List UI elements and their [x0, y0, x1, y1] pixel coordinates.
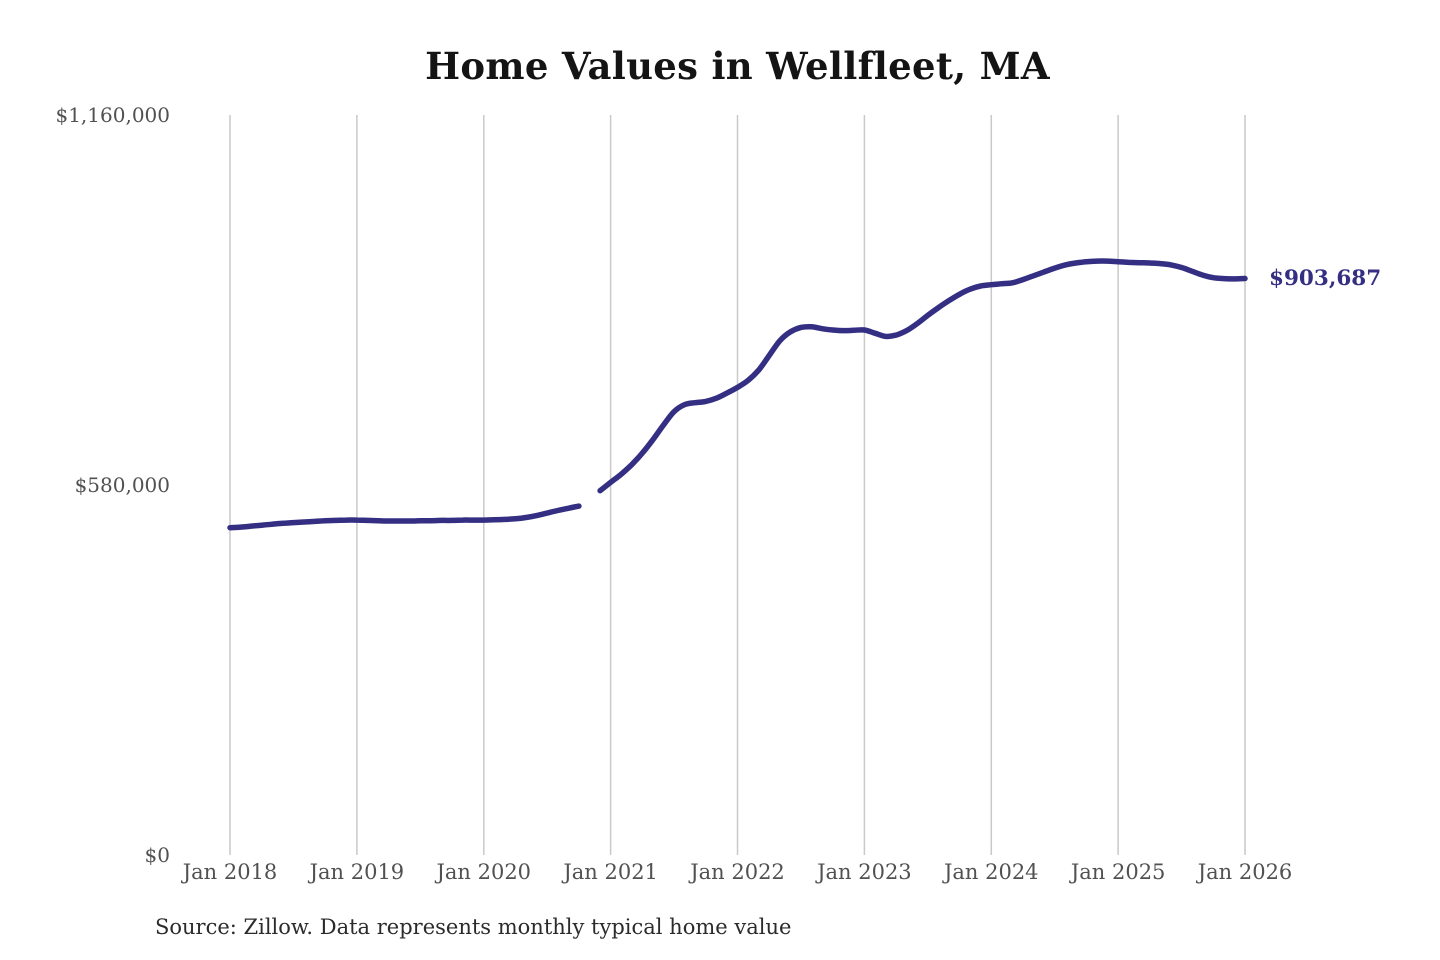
y-axis: $0 $580,000 $1,160,000: [0, 0, 170, 960]
y-tick-label: $0: [144, 843, 170, 867]
final-value-label: $903,687: [1269, 265, 1382, 291]
x-tick-label: Jan 2019: [309, 860, 405, 884]
chart-title: Home Values in Wellfleet, MA: [425, 44, 1050, 88]
y-tick-label: $1,160,000: [55, 103, 170, 127]
x-tick-label: Jan 2023: [817, 860, 912, 884]
y-tick-label: $580,000: [74, 473, 170, 497]
x-tick-label: Jan 2020: [436, 860, 532, 884]
x-tick-label: Jan 2022: [690, 860, 785, 884]
source-note: Source: Zillow. Data represents monthly …: [155, 915, 792, 939]
line-segment: [597, 258, 1248, 494]
x-tick-label: Jan 2026: [1197, 860, 1293, 884]
year-gridlines: [229, 115, 1246, 855]
x-tick-label: Jan 2021: [563, 860, 658, 884]
x-tick-label: Jan 2018: [182, 860, 278, 884]
x-tick-label: Jan 2025: [1070, 860, 1166, 884]
home-value-series-line: [227, 258, 1248, 531]
line-segment: [227, 503, 582, 531]
x-tick-label: Jan 2024: [943, 860, 1039, 884]
